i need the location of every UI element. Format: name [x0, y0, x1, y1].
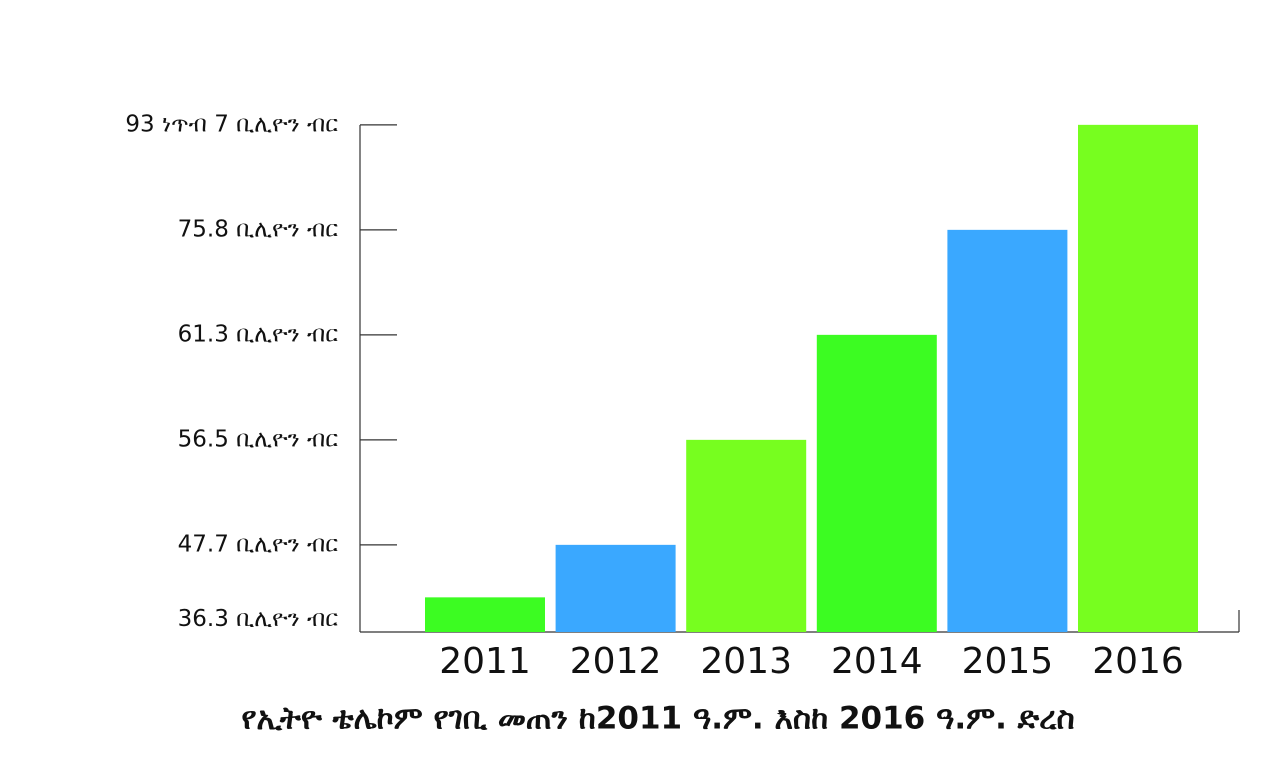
y-tick-label: 75.8 ቢሊዮን ብር	[178, 216, 339, 242]
bar	[1078, 124, 1198, 632]
y-tick-label: 56.5 ቢሊዮን ብር	[178, 426, 339, 452]
y-tick-label: 36.3 ቢሊዮን ብር	[178, 606, 339, 632]
chart-title: የኢትዮ ቴሌኮም የገቢ መጠን ከ2011 ዓ.ም. እስከ 2016 ዓ.…	[241, 701, 1074, 737]
bar	[816, 334, 937, 632]
x-tick-label: 2013	[700, 641, 792, 682]
y-tick-label: 47.7 ቢሊዮን ብር	[178, 531, 339, 557]
x-tick-label: 2015	[962, 641, 1054, 682]
bar	[425, 597, 545, 632]
x-tick-label: 2011	[439, 641, 531, 682]
bar	[947, 229, 1068, 632]
y-tick-label: 61.3 ቢሊዮን ብር	[178, 321, 339, 347]
bar	[555, 544, 676, 632]
x-tick-label: 2012	[570, 641, 662, 682]
x-tick-label: 2016	[1092, 641, 1184, 682]
y-tick-label: 93 ነጥብ 7 ቢሊዮን ብር	[125, 111, 338, 137]
bar	[686, 439, 807, 632]
x-tick-label: 2014	[831, 641, 923, 682]
